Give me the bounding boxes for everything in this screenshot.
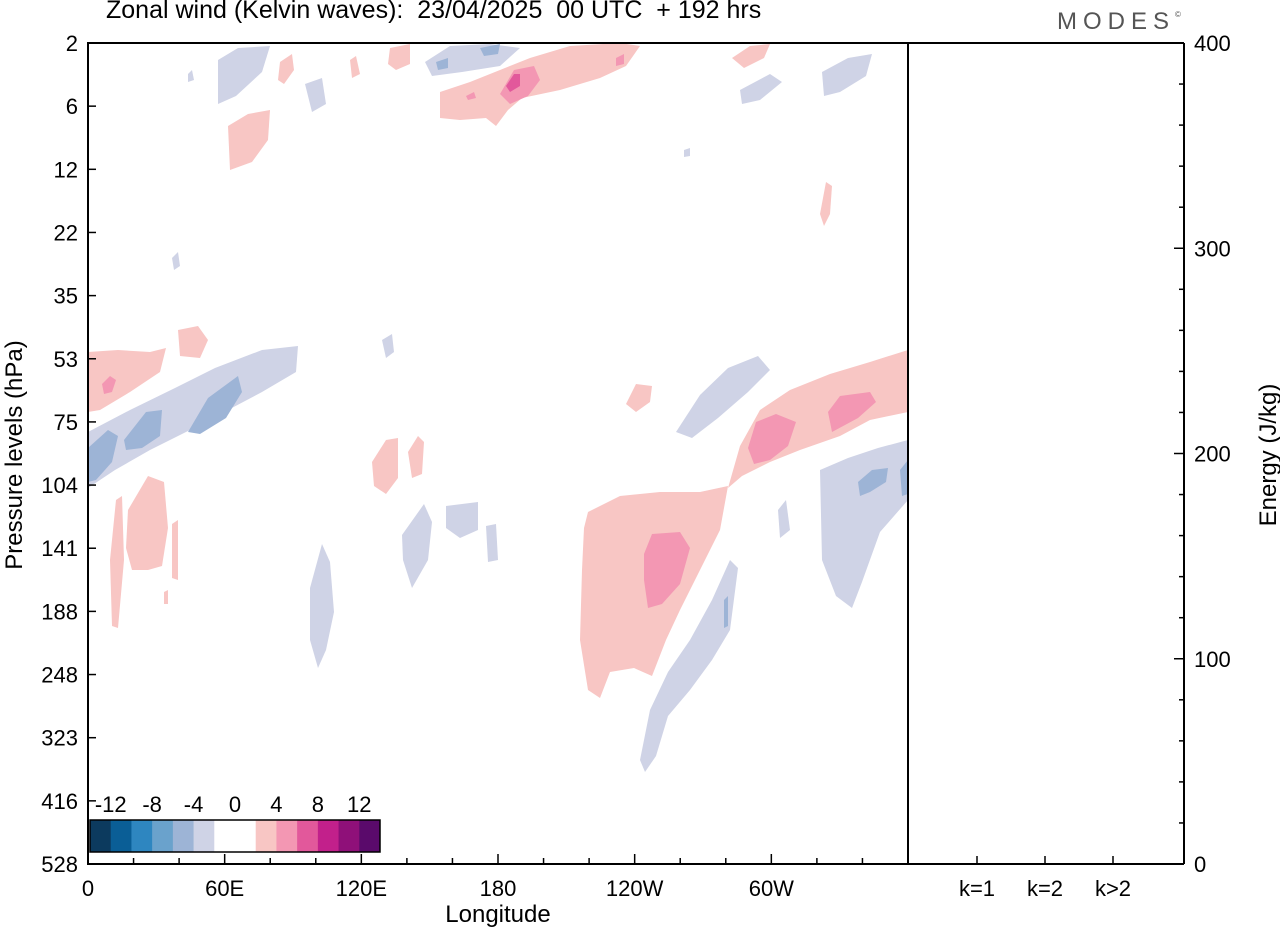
moderate-positive-regions xyxy=(102,54,876,608)
y-axis-title: Pressure levels (hPa) xyxy=(1,340,28,569)
colorbar-label: 0 xyxy=(229,792,241,817)
y-tick-label: 416 xyxy=(41,789,78,814)
colorbar-label: 8 xyxy=(312,792,324,817)
strong-positive-core xyxy=(506,74,520,92)
colorbar-swatch xyxy=(193,820,215,852)
colorbar-label: -8 xyxy=(142,792,162,817)
colorbar-swatch xyxy=(110,820,132,852)
colorbar-label: -4 xyxy=(184,792,204,817)
x-tick-label: 120E xyxy=(336,876,387,901)
colorbar-swatch xyxy=(297,820,319,852)
energy-categories: k=1 k=2 k>2 xyxy=(959,856,1131,901)
y-tick-label: 248 xyxy=(41,663,78,688)
energy-tick-label: 300 xyxy=(1194,236,1231,261)
colorbar: -12 -8 -4 0 4 8 12 xyxy=(89,792,381,853)
colorbar-swatch xyxy=(359,820,381,852)
x-axis: 0 60E 120E 180 120W 60W xyxy=(82,854,909,901)
x-axis-title: Longitude xyxy=(445,901,550,928)
colorbar-swatch xyxy=(90,820,112,852)
y-tick-label: 104 xyxy=(41,473,78,498)
colorbar-swatch xyxy=(152,820,174,852)
y-tick-label: 323 xyxy=(41,726,78,751)
modes-logo: MODES© xyxy=(1057,8,1181,35)
energy-category-label: k=2 xyxy=(1027,876,1063,901)
x-tick-label: 60E xyxy=(205,876,244,901)
energy-category-label: k>2 xyxy=(1095,876,1131,901)
colorbar-swatch xyxy=(131,820,153,852)
y-tick-label: 6 xyxy=(66,94,78,119)
colorbar-swatch xyxy=(255,820,277,852)
y-tick-label: 22 xyxy=(54,220,78,245)
energy-axis-title: Energy (J/kg) xyxy=(1255,384,1280,527)
colorbar-swatch xyxy=(172,820,195,852)
energy-tick-label: 200 xyxy=(1194,442,1231,467)
x-tick-label: 0 xyxy=(82,876,94,901)
y-tick-label: 2 xyxy=(66,31,78,56)
energy-axis: 0 100 200 300 400 xyxy=(1174,31,1231,877)
y-tick-label: 75 xyxy=(54,410,78,435)
energy-tick-label: 100 xyxy=(1194,647,1231,672)
energy-panel xyxy=(908,42,1185,865)
colorbar-label: 4 xyxy=(270,792,282,817)
colorbar-swatch xyxy=(276,820,298,852)
logo-text: MODES xyxy=(1057,8,1176,35)
colorbar-swatch xyxy=(338,820,360,852)
y-tick-label: 53 xyxy=(54,347,78,372)
y-tick-label: 528 xyxy=(41,852,78,877)
colorbar-swatch xyxy=(317,820,340,852)
y-tick-label: 12 xyxy=(54,157,78,182)
moderate-negative-regions xyxy=(88,44,908,628)
y-tick-label: 35 xyxy=(54,284,78,309)
colorbar-swatch xyxy=(214,820,236,852)
chart-title: Zonal wind (Kelvin waves): 23/04/2025 00… xyxy=(106,0,762,24)
x-tick-label: 180 xyxy=(480,876,517,901)
x-tick-label: 60W xyxy=(749,876,794,901)
contour-field xyxy=(88,43,908,772)
x-tick-label: 120W xyxy=(606,876,664,901)
y-tick-label: 188 xyxy=(41,599,78,624)
energy-tick-label: 0 xyxy=(1194,852,1206,877)
energy-tick-label: 400 xyxy=(1194,31,1231,56)
colorbar-frame xyxy=(89,819,381,853)
y-axis: 2 6 12 22 35 53 75 104 141 188 248 323 416 528 xyxy=(41,31,96,877)
colorbar-label: -12 xyxy=(95,792,127,817)
colorbar-label: 12 xyxy=(347,792,371,817)
colorbar-swatch xyxy=(235,820,257,852)
y-tick-label: 141 xyxy=(41,536,78,561)
energy-category-label: k=1 xyxy=(959,876,995,901)
